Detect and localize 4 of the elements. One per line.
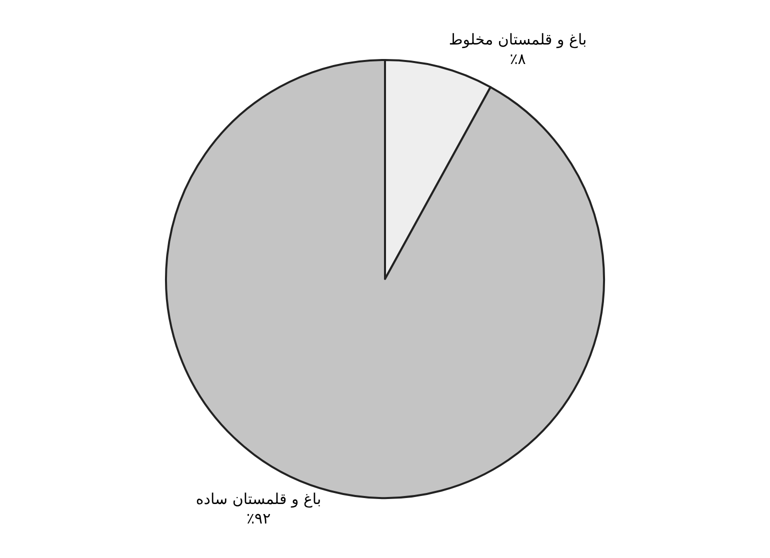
slice-label: باغ و قلمستان ساده (196, 490, 322, 508)
data-label: ٪۹۲ (246, 509, 271, 528)
slice-label: باغ و قلمستان مخلوط (448, 30, 587, 49)
data-label: ٪۸ (510, 50, 526, 68)
